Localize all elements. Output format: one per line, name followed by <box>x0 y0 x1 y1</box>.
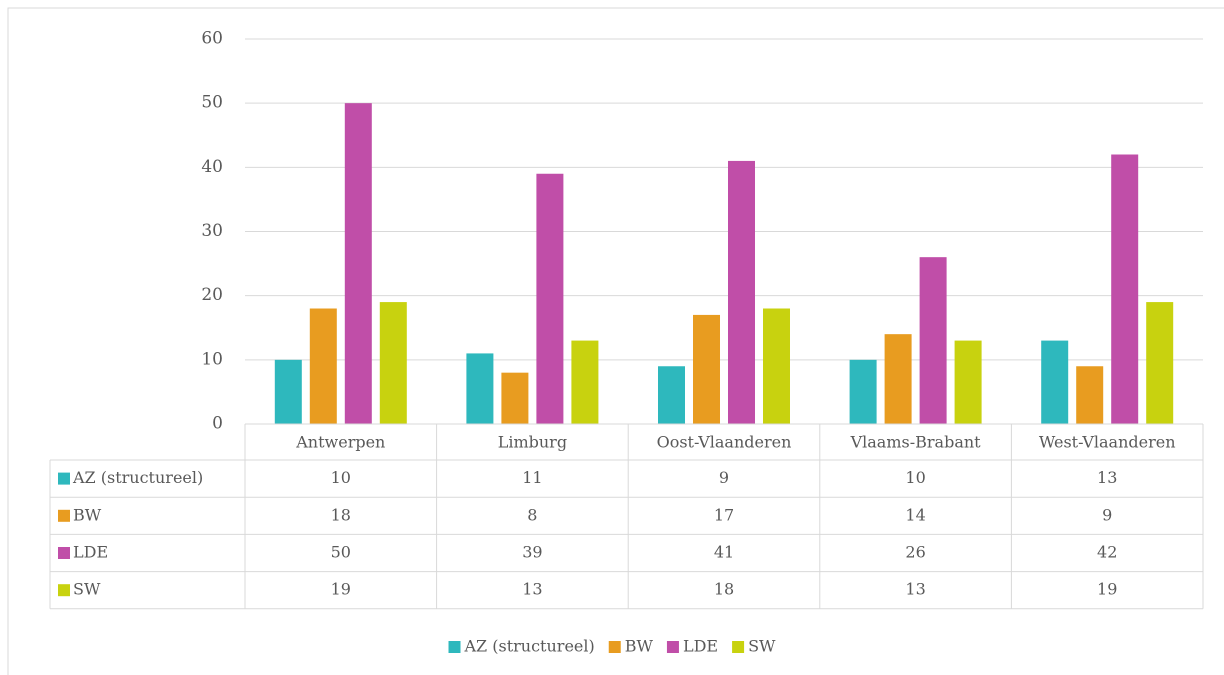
table-cell: 13 <box>522 580 542 599</box>
bar <box>379 302 407 424</box>
table-cell: 18 <box>714 580 734 599</box>
table-legend-key <box>58 547 70 559</box>
bar <box>1076 366 1104 424</box>
table-cell: 41 <box>714 543 734 562</box>
table-cell: 50 <box>331 543 351 562</box>
x-tick-label: Antwerpen <box>295 433 385 452</box>
table-legend-key <box>58 472 70 485</box>
x-tick-label: Vlaams-Brabant <box>850 433 982 452</box>
x-tick-label: Oost-Vlaanderen <box>657 433 792 452</box>
legend-label: LDE <box>683 637 718 656</box>
table-cell: 19 <box>1097 580 1117 599</box>
legend-key <box>608 641 621 653</box>
bar <box>571 340 599 424</box>
y-tick-label: 0 <box>212 414 223 434</box>
chart-border <box>7 7 1224 675</box>
bar <box>884 334 912 424</box>
bar <box>1041 340 1069 424</box>
x-tick-label: Limburg <box>498 433 567 452</box>
table-cell: 26 <box>905 543 925 562</box>
y-tick-label: 10 <box>201 349 223 369</box>
bar <box>1146 302 1174 424</box>
bar <box>536 173 564 424</box>
bar <box>728 160 755 424</box>
table-cell: 8 <box>527 505 537 524</box>
bar <box>274 359 302 424</box>
table-cell: 14 <box>905 505 925 524</box>
x-tick-label: West-Vlaanderen <box>1039 433 1176 452</box>
legend-label: BW <box>625 637 654 656</box>
table-cell: 19 <box>331 580 351 599</box>
bar <box>693 314 720 424</box>
table-cell: 10 <box>331 468 351 487</box>
table-cell: 10 <box>905 468 925 487</box>
table-cell: 17 <box>714 505 734 524</box>
table-cell: 11 <box>522 468 542 487</box>
table-row-label: AZ (structureel) <box>72 468 203 487</box>
legend-key <box>448 641 461 653</box>
bar <box>501 372 529 424</box>
legend-key <box>732 641 745 653</box>
table-cell: 42 <box>1097 543 1117 562</box>
legend-label: SW <box>748 637 776 656</box>
bar <box>1111 154 1139 424</box>
bar <box>849 359 877 424</box>
bar <box>763 308 790 424</box>
legend-label: AZ (structureel) <box>464 637 595 656</box>
bar <box>954 340 982 424</box>
table-cell: 13 <box>905 580 925 599</box>
table-row-label: LDE <box>73 543 108 562</box>
y-tick-label: 40 <box>201 157 223 177</box>
y-tick-label: 60 <box>201 29 223 49</box>
table-cell: 18 <box>331 505 351 524</box>
bar <box>658 366 685 424</box>
table-legend-key <box>58 509 70 522</box>
table-row-label: BW <box>73 505 102 524</box>
bar <box>466 353 494 424</box>
bar <box>919 257 947 424</box>
y-tick-label: 50 <box>201 93 223 113</box>
table-cell: 9 <box>1102 505 1112 524</box>
table-cell: 9 <box>719 468 729 487</box>
y-tick-label: 20 <box>201 285 223 305</box>
table-cell: 13 <box>1097 468 1117 487</box>
legend-key <box>666 641 679 653</box>
table-row-label: SW <box>73 580 101 599</box>
table-legend-key <box>58 584 70 597</box>
bar <box>309 308 337 424</box>
bar <box>344 103 372 425</box>
table-cell: 39 <box>522 543 542 562</box>
y-tick-label: 30 <box>201 221 223 241</box>
